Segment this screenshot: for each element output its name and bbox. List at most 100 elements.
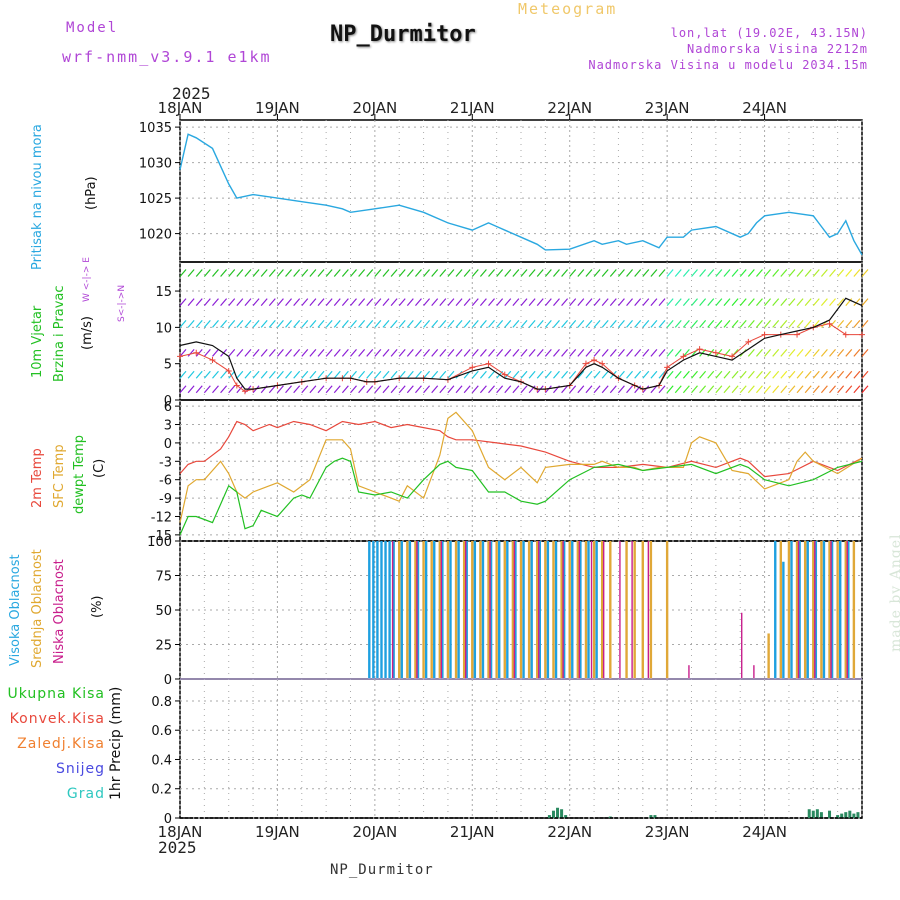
wind-barb xyxy=(780,269,788,277)
wind-barb xyxy=(390,298,398,306)
wind-barb xyxy=(845,385,853,394)
wind-barb xyxy=(382,349,390,357)
wind-barb xyxy=(333,269,341,277)
day-label-top: 24JAN xyxy=(742,99,787,117)
wind-gust-marker xyxy=(664,364,671,371)
model-name: wrf-nmm_v3.9.1 e1km xyxy=(62,48,272,66)
wind-barb xyxy=(853,370,861,379)
wind-barb xyxy=(179,269,187,277)
wind-barb xyxy=(715,370,723,379)
wind-barb xyxy=(569,298,577,306)
wind-barb xyxy=(366,349,374,357)
wind-barb xyxy=(577,269,585,277)
wind-barb xyxy=(455,370,463,379)
wind-barb xyxy=(715,319,723,328)
wind-barb xyxy=(820,269,828,277)
temperature-ytick-label: 6 xyxy=(164,400,172,415)
wind-barb xyxy=(285,370,293,379)
wind-gust-marker xyxy=(729,353,736,360)
precip-bar xyxy=(856,812,860,818)
wind-barb xyxy=(593,269,601,277)
wind-barb xyxy=(325,319,333,328)
wind-barb xyxy=(707,269,715,277)
wind-barb xyxy=(203,319,211,328)
wind-barb xyxy=(179,319,187,328)
wind-barb xyxy=(195,385,203,394)
wind-barb xyxy=(244,269,252,277)
wind-barb xyxy=(276,298,284,306)
wind-barb xyxy=(772,370,780,379)
wind-barb xyxy=(325,298,333,306)
wind-barb xyxy=(796,349,804,357)
wind-ytick-label: 10 xyxy=(155,321,172,336)
wind-barb xyxy=(553,298,560,306)
wind-barb xyxy=(829,298,836,306)
wind-barb xyxy=(358,385,366,394)
wind-barb xyxy=(195,370,203,379)
wind-barb xyxy=(723,370,731,379)
wind-barb xyxy=(504,298,512,306)
wind-ytick-label: 15 xyxy=(155,285,172,300)
wind-barb xyxy=(642,370,650,379)
wind-barb xyxy=(341,298,349,306)
wind-barb xyxy=(772,385,780,394)
day-label-bottom: 20JAN xyxy=(352,823,397,841)
wind-barb xyxy=(682,298,690,306)
wind-barb xyxy=(861,385,869,394)
wind-barb xyxy=(350,349,357,357)
wind-barb xyxy=(707,370,715,379)
wind-barb xyxy=(301,298,309,306)
wind-barb xyxy=(293,298,301,306)
wind-barb xyxy=(244,319,252,328)
wind-barb xyxy=(358,298,366,306)
wind-barb xyxy=(252,298,260,306)
wind-barb xyxy=(276,319,284,328)
wind-barb xyxy=(366,269,374,277)
wind-barb xyxy=(350,298,357,306)
wind-barb xyxy=(414,319,422,328)
wind-barb xyxy=(496,385,504,394)
wind-barb xyxy=(309,370,317,379)
legend-snijeg: Snijeg xyxy=(55,761,105,777)
wind-barb xyxy=(553,319,560,328)
wind-barb xyxy=(577,370,585,379)
wind-barb xyxy=(853,319,861,328)
wind-barb xyxy=(374,385,382,394)
precip-bar xyxy=(556,807,560,818)
temperature-ytick-label: 0 xyxy=(164,437,172,452)
wind-barb xyxy=(658,385,666,394)
cloud-ytick-label: 25 xyxy=(155,639,172,654)
wind-barb xyxy=(520,269,528,277)
day-label-bottom: 23JAN xyxy=(645,823,690,841)
wind-barb xyxy=(553,269,560,277)
wind-barb xyxy=(455,349,463,357)
wind-barb xyxy=(609,385,617,394)
wind-barb xyxy=(187,349,195,357)
temperature-ytick-label: -6 xyxy=(159,474,172,489)
wind-barb xyxy=(569,385,577,394)
wind-barb xyxy=(634,349,642,357)
precip-ytick-label: 0.4 xyxy=(151,753,172,768)
wind-gust-marker xyxy=(696,346,703,353)
wind-barb xyxy=(837,349,845,357)
wind-barb xyxy=(764,385,772,394)
wind-barb xyxy=(325,370,333,379)
wind-barb xyxy=(455,385,463,394)
wind-barb xyxy=(439,385,447,394)
wind-barb xyxy=(691,385,698,394)
wind-barb xyxy=(479,269,487,277)
wind-barb xyxy=(341,385,349,394)
wind-barb xyxy=(747,319,755,328)
wind-barb xyxy=(861,298,869,306)
cloud-ytick-label: 50 xyxy=(155,604,172,619)
chart-title: NP_Durmitor xyxy=(330,22,476,47)
wind-barb xyxy=(203,349,211,357)
wind-barb xyxy=(731,385,739,394)
day-label-top: 19JAN xyxy=(255,99,300,117)
wind-barb xyxy=(674,370,682,379)
wind-barb xyxy=(755,385,763,394)
t2m-line xyxy=(179,420,863,478)
day-label-top: 21JAN xyxy=(450,99,495,117)
wind-barb xyxy=(723,298,731,306)
wind-barb xyxy=(626,349,634,357)
